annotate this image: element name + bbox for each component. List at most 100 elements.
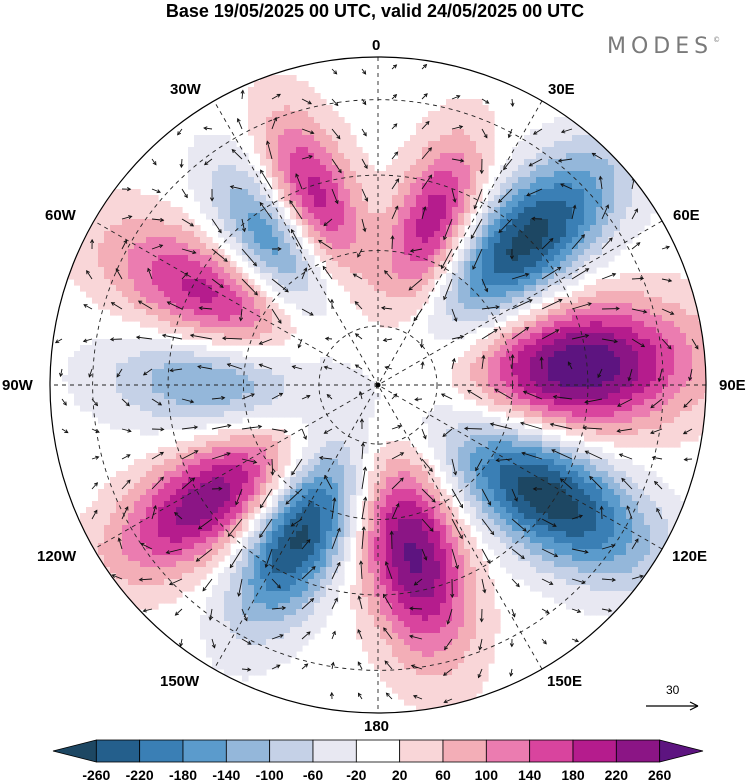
anomaly-cell [218,273,225,280]
anomaly-cell [554,279,561,286]
anomaly-cell [578,147,585,154]
anomaly-cell [560,237,567,244]
anomaly-cell [602,363,609,370]
anomaly-cell [254,195,261,202]
anomaly-cell [338,213,345,220]
anomaly-cell [188,405,195,412]
anomaly-cell [452,267,459,274]
anomaly-cell [668,393,675,400]
anomaly-cell [512,219,519,226]
anomaly-cell [458,261,465,268]
anomaly-cell [488,213,495,220]
anomaly-cell [578,387,585,394]
anomaly-cell [638,357,645,364]
anomaly-cell [470,189,477,196]
anomaly-cell [266,483,273,490]
anomaly-cell [350,297,357,304]
anomaly-cell [182,399,189,406]
anomaly-cell [86,375,93,382]
anomaly-cell [620,441,627,448]
anomaly-cell [518,255,525,262]
anomaly-cell [518,363,525,370]
anomaly-cell [308,375,315,382]
anomaly-cell [278,219,285,226]
anomaly-cell [356,201,363,208]
anomaly-cell [110,261,117,268]
anomaly-cell [686,387,693,394]
anomaly-cell [488,363,495,370]
anomaly-cell [536,141,543,148]
anomaly-cell [458,321,465,328]
anomaly-cell [578,465,585,472]
anomaly-cell [218,387,225,394]
anomaly-cell [410,471,417,478]
anomaly-cell [134,339,141,346]
anomaly-cell [134,291,141,298]
anomaly-cell [368,231,375,238]
anomaly-cell [230,189,237,196]
anomaly-cell [650,381,657,388]
anomaly-cell [458,225,465,232]
anomaly-cell [272,357,279,364]
anomaly-cell [110,267,117,274]
anomaly-cell [350,411,357,418]
anomaly-cell [266,441,273,448]
anomaly-cell [128,411,135,418]
anomaly-cell [110,303,117,310]
anomaly-cell [308,291,315,298]
anomaly-cell [272,135,279,142]
anomaly-cell [518,405,525,412]
anomaly-cell [668,351,675,358]
anomaly-cell [332,453,339,460]
anomaly-cell [368,225,375,232]
anomaly-cell [434,177,441,184]
anomaly-cell [290,153,297,160]
anomaly-cell [620,285,627,292]
anomaly-cell [218,195,225,202]
anomaly-cell [578,471,585,478]
anomaly-cell [230,459,237,466]
anomaly-cell [224,279,231,286]
anomaly-cell [254,135,261,142]
anomaly-cell [554,345,561,352]
anomaly-cell [656,357,663,364]
anomaly-cell [290,93,297,100]
anomaly-cell [566,171,573,178]
anomaly-cell [554,351,561,358]
anomaly-cell [542,165,549,172]
anomaly-cell [536,135,543,142]
anomaly-cell [548,435,555,442]
anomaly-cell [626,189,633,196]
anomaly-cell [428,423,435,430]
anomaly-cell [272,279,279,286]
anomaly-cell [554,207,561,214]
anomaly-cell [176,363,183,370]
anomaly-cell [644,273,651,280]
anomaly-cell [158,459,165,466]
anomaly-cell [698,333,705,340]
anomaly-cell [284,93,291,100]
anomaly-cell [254,465,261,472]
anomaly-cell [638,387,645,394]
anomaly-cell [332,255,339,262]
anomaly-cell [494,399,501,406]
anomaly-cell [584,207,591,214]
anomaly-cell [326,375,333,382]
anomaly-cell [278,339,285,346]
anomaly-cell [284,219,291,226]
anomaly-cell [464,435,471,442]
anomaly-cell [482,393,489,400]
anomaly-cell [554,165,561,172]
anomaly-cell [488,441,495,448]
anomaly-cell [344,369,351,376]
anomaly-cell [686,381,693,388]
anomaly-cell [590,471,597,478]
anomaly-cell [488,189,495,196]
anomaly-cell [248,303,255,310]
anomaly-cell [110,291,117,298]
anomaly-cell [194,471,201,478]
anomaly-cell [458,135,465,142]
anomaly-cell [602,459,609,466]
anomaly-cell [482,417,489,424]
anomaly-cell [488,225,495,232]
